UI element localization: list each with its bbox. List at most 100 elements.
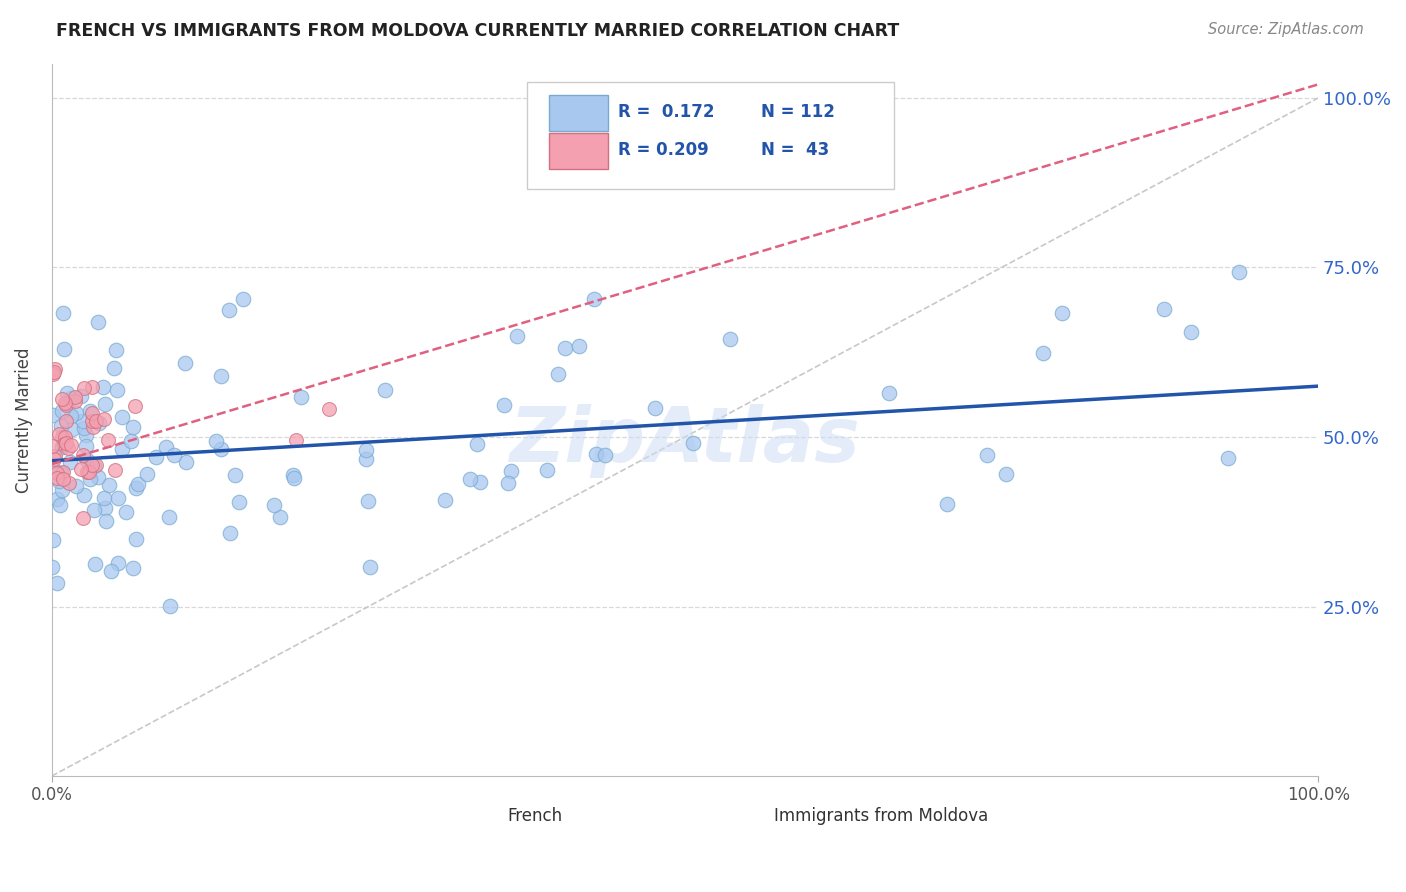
Point [718,332,741,346]
Point [58,475,80,490]
Point [56,441,79,455]
Point [79,472,101,486]
Point [209,369,232,384]
Point [73,421,96,435]
Point [124,399,146,413]
Point [51,483,73,497]
Point [163,448,186,462]
Point [470,475,492,489]
Point [82,379,104,393]
Point [356,494,378,508]
Point [936,497,959,511]
Point [44,463,66,477]
Point [582,292,605,306]
Point [46,491,69,506]
Point [65,479,87,493]
Point [290,390,312,404]
Point [120,434,142,449]
Point [72,414,94,428]
Point [115,505,138,519]
Point [433,492,456,507]
Point [52,465,75,479]
Point [49,498,72,512]
Point [51,404,73,418]
Point [93,412,115,426]
Point [994,467,1017,481]
Point [283,471,305,485]
FancyBboxPatch shape [453,804,502,828]
Point [976,449,998,463]
Text: FRENCH VS IMMIGRANTS FROM MOLDOVA CURRENTLY MARRIED CORRELATION CHART: FRENCH VS IMMIGRANTS FROM MOLDOVA CURREN… [56,22,900,40]
Point [60,391,83,405]
Text: N = 112: N = 112 [761,103,835,121]
Point [465,436,488,450]
Point [94,397,117,411]
Point [84,558,107,572]
Point [73,381,96,395]
Point [65,406,87,420]
Point [644,401,666,415]
Point [65,390,87,404]
Point [318,401,340,416]
Point [122,420,145,434]
Point [107,556,129,570]
Point [41,559,63,574]
Point [46,471,69,485]
Point [53,430,76,444]
Text: R =  0.172: R = 0.172 [617,103,714,121]
Point [554,341,576,355]
Point [82,407,104,421]
Point [91,380,114,394]
Point [97,433,120,447]
Point [458,472,481,486]
Point [73,488,96,502]
Point [103,361,125,376]
Point [59,409,82,424]
Point [63,393,86,408]
Point [354,442,377,457]
Point [1180,325,1202,339]
Point [496,476,519,491]
Point [93,491,115,505]
Point [83,458,105,473]
Point [52,437,75,451]
Point [359,560,381,574]
Point [83,502,105,516]
Point [51,441,73,455]
Point [82,414,104,428]
Point [174,356,197,370]
Point [59,438,82,452]
Point [52,306,75,320]
Point [42,409,65,423]
Point [110,409,132,424]
Text: Immigrants from Moldova: Immigrants from Moldova [773,807,988,825]
Point [1050,306,1073,320]
Point [94,501,117,516]
Point [174,455,197,469]
Point [127,477,149,491]
Point [86,469,108,483]
Point [682,435,704,450]
Point [100,564,122,578]
Point [49,419,72,434]
Point [60,421,83,435]
Point [224,467,246,482]
Point [76,465,98,479]
Point [105,384,128,398]
Point [42,451,65,466]
Point [111,442,134,456]
Point [1227,265,1250,279]
Point [82,458,104,473]
Point [70,389,93,403]
Point [94,514,117,528]
Point [536,463,558,477]
Point [89,417,111,431]
Point [145,450,167,464]
Point [42,533,65,547]
Point [72,449,94,463]
FancyBboxPatch shape [550,95,607,131]
Point [585,447,607,461]
Point [56,385,79,400]
Point [69,462,91,476]
Point [374,384,396,398]
